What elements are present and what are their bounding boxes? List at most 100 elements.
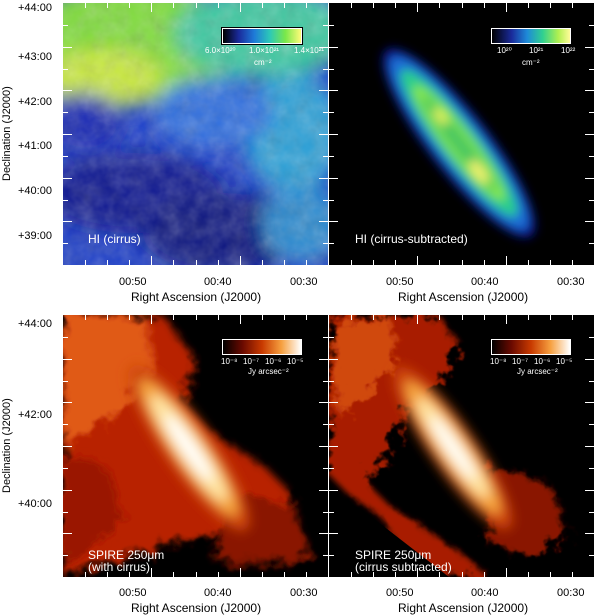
axis-tick [528,572,529,577]
axis-tick [373,315,374,320]
axis-tick [589,381,594,382]
xlabel-bl: Right Ascension (J2000) [131,601,262,615]
axis-tick [323,69,328,70]
xlabel-tl: Right Ascension (J2000) [131,290,262,304]
axis-tick [85,572,86,577]
axis-tick [323,25,328,26]
axis-tick [85,3,86,8]
axis-tick [284,3,285,8]
axis-tick [218,3,219,8]
axis-tick [319,221,328,222]
spire-sub-cbar-tick-1: 10⁻⁸ [490,357,507,366]
axis-tick [329,468,334,469]
axis-tick [323,243,328,244]
axis-tick [329,47,338,48]
spire-sub-colorbar [490,338,572,356]
axis-tick [329,69,334,70]
axis-tick [323,337,328,338]
axis-tick [550,260,551,265]
ytick-top-2: +43:00 [18,51,52,63]
axis-tick [63,25,68,26]
axis-tick [196,315,197,320]
axis-tick [351,315,352,320]
axis-tick [462,572,463,577]
axis-tick [506,3,507,12]
spire-with-cbar-tick-3: 10⁻⁶ [265,357,282,366]
axis-tick [218,260,219,265]
axis-tick [151,315,152,324]
axis-tick [329,402,338,403]
spire-with-colorbar [221,338,303,356]
hi-sub-cbar-tick-1: 10²⁰ [497,46,512,55]
axis-tick [262,315,263,320]
spire-subtracted-map [329,315,594,577]
ytick-top-1: +44:00 [18,2,52,14]
axis-tick [329,512,334,513]
axis-tick [550,572,551,577]
hi-cirrus-cbar-tick-2: 1.0×10²¹ [249,46,280,55]
ytick-bottom-1: +44:00 [18,318,52,330]
ytick-bottom-3: +40:00 [18,498,52,510]
axis-tick [585,47,594,48]
axis-tick [589,112,594,113]
hi-subtracted-map [329,3,594,265]
axis-tick [323,156,328,157]
xtick-tl-3: 00:30 [290,276,318,288]
axis-tick [589,512,594,513]
axis-tick [329,446,338,447]
axis-tick [319,178,328,179]
axis-tick [240,315,241,324]
axis-tick [439,3,440,8]
axis-tick [417,256,418,265]
axis-tick [323,381,328,382]
axis-tick [329,178,338,179]
axis-tick [329,200,334,201]
axis-tick [462,3,463,8]
axis-tick [107,572,108,577]
axis-tick [129,315,130,320]
axis-tick [506,568,507,577]
axis-tick [585,490,594,491]
axis-tick [528,260,529,265]
axis-tick [196,3,197,8]
xtick-bl-2: 00:40 [204,587,232,599]
axis-tick [129,3,130,8]
axis-tick [329,112,334,113]
axis-tick [572,3,573,8]
axis-tick [129,572,130,577]
axis-tick [329,533,338,534]
xtick-bl-3: 00:30 [290,587,318,599]
axis-tick [63,134,72,135]
ytick-top-4: +41:00 [18,140,52,152]
axis-tick [63,156,68,157]
axis-tick [417,315,418,324]
axis-tick [323,512,328,513]
ytick-top-3: +42:00 [18,96,52,108]
spire-sub-cbar-tick-2: 10⁻⁷ [512,357,529,366]
axis-tick [85,260,86,265]
axis-tick [319,359,328,360]
axis-tick [329,490,338,491]
axis-tick [329,25,334,26]
axis-tick [151,3,152,12]
axis-tick [572,315,573,320]
axis-tick [63,424,68,425]
axis-tick [262,260,263,265]
axis-tick [306,3,307,8]
xtick-br-1: 00:50 [386,587,414,599]
axis-tick [151,256,152,265]
hi-subtracted-colorbar [490,27,572,45]
axis-tick [351,260,352,265]
spire-with-cbar-tick-2: 10⁻⁷ [243,357,260,366]
axis-tick [439,260,440,265]
axis-tick [395,260,396,265]
axis-tick [107,315,108,320]
axis-tick [319,134,328,135]
axis-tick [284,572,285,577]
axis-tick [484,315,485,320]
axis-tick [351,572,352,577]
axis-tick [63,178,72,179]
axis-tick [63,402,72,403]
axis-tick [240,568,241,577]
axis-tick [395,3,396,8]
